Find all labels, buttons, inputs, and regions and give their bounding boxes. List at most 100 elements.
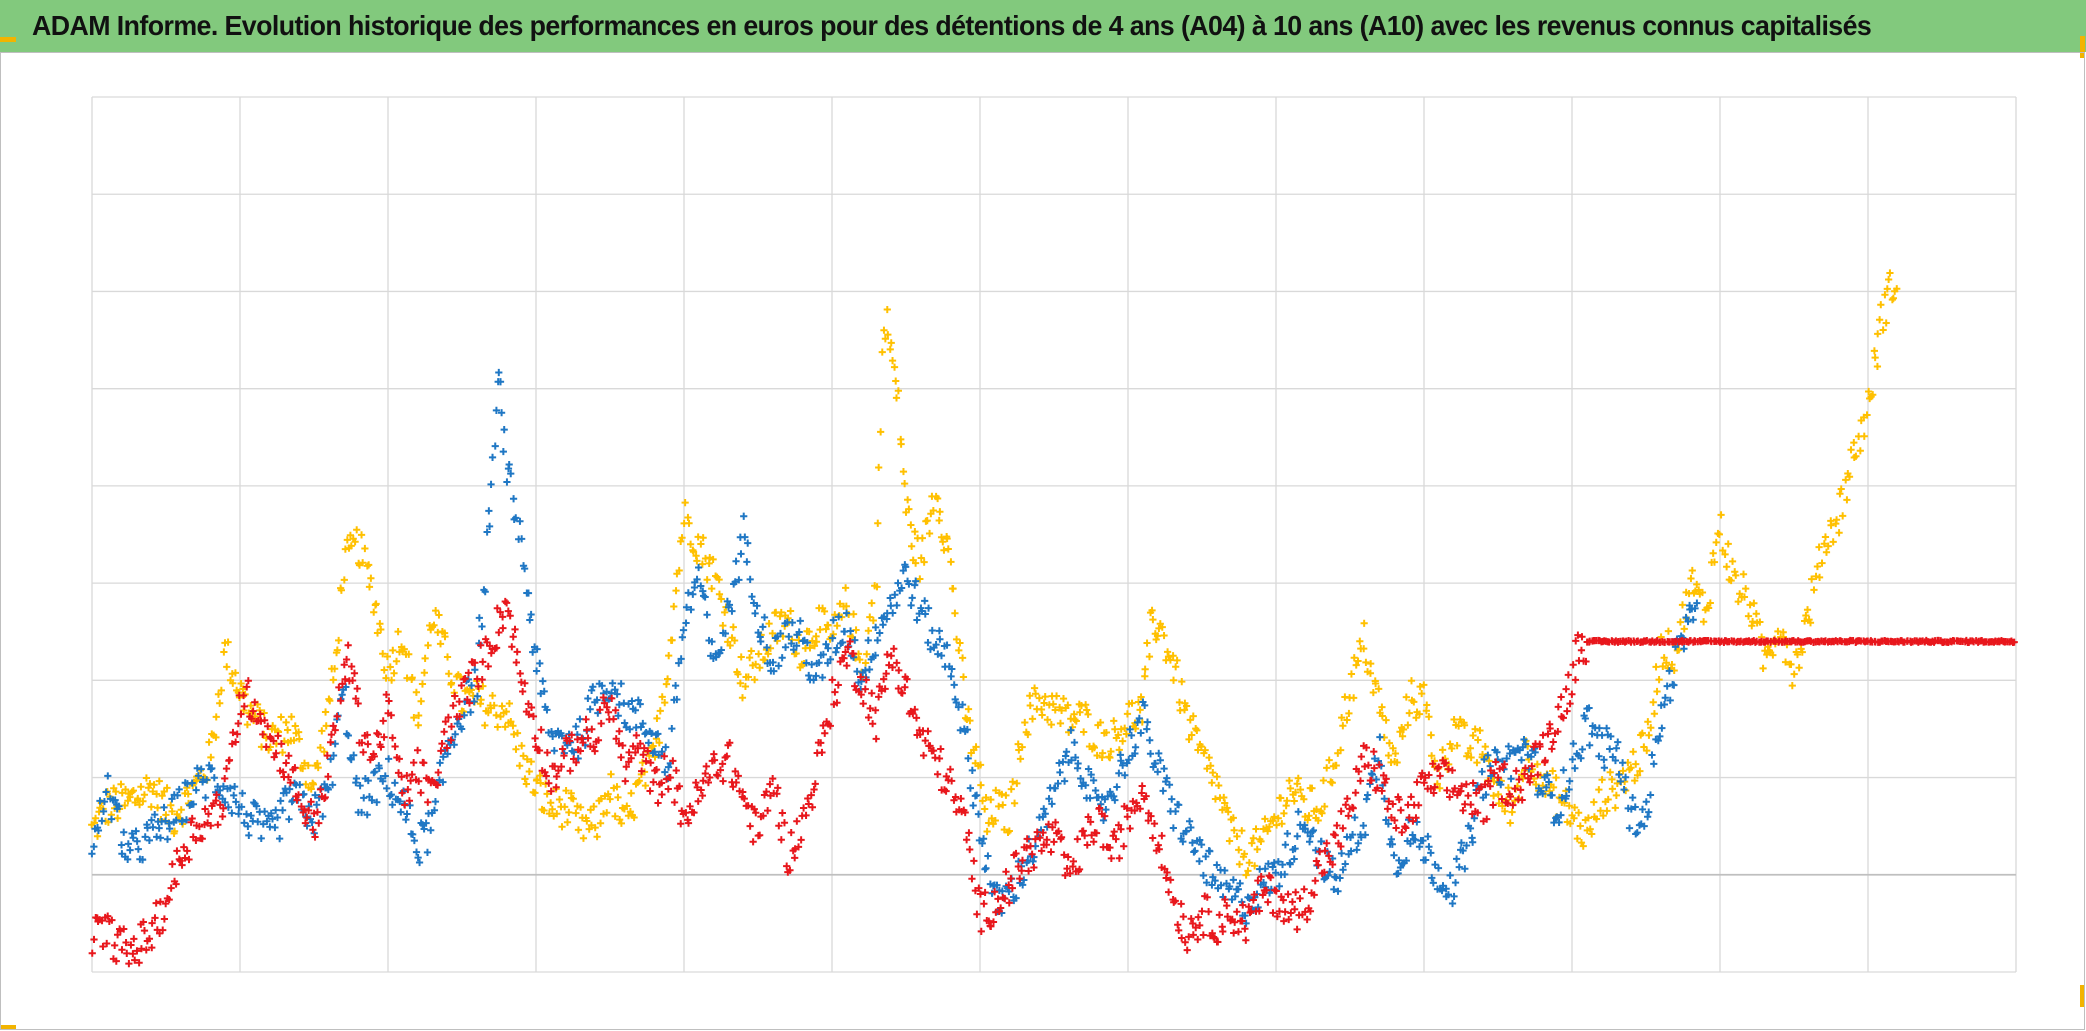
data-point xyxy=(1827,521,1835,529)
data-point xyxy=(212,791,221,799)
data-point xyxy=(444,713,452,722)
data-point xyxy=(935,516,943,525)
data-point xyxy=(149,787,157,796)
data-point xyxy=(576,747,585,755)
data-point xyxy=(664,785,672,793)
data-point xyxy=(738,694,747,702)
data-point xyxy=(1385,797,1393,805)
data-point xyxy=(1563,707,1571,715)
data-point xyxy=(1055,759,1063,767)
data-point xyxy=(147,816,156,824)
data-point xyxy=(951,793,960,801)
data-point xyxy=(1633,771,1642,779)
data-point xyxy=(1190,848,1198,856)
data-point xyxy=(1250,890,1258,899)
data-point xyxy=(1032,690,1040,698)
data-point xyxy=(400,645,408,653)
data-point xyxy=(125,960,133,968)
data-point xyxy=(1067,756,1076,764)
data-point xyxy=(957,794,965,803)
data-point xyxy=(731,767,739,775)
data-point xyxy=(1300,795,1308,803)
data-point xyxy=(929,506,937,515)
data-point xyxy=(1466,824,1475,833)
data-point xyxy=(952,635,961,643)
data-point xyxy=(1106,788,1114,796)
data-point xyxy=(508,643,516,651)
data-point xyxy=(285,752,293,760)
data-point xyxy=(557,763,565,771)
data-point xyxy=(698,560,706,568)
data-point xyxy=(835,613,843,621)
data-point xyxy=(590,743,598,751)
data-point xyxy=(374,730,382,739)
data-point xyxy=(1165,888,1173,896)
data-point xyxy=(625,758,633,766)
corner-handle-bottom-left[interactable] xyxy=(0,1025,16,1030)
data-point xyxy=(1074,759,1082,768)
data-point xyxy=(1155,845,1163,853)
data-point xyxy=(1612,791,1620,799)
data-point xyxy=(639,719,647,728)
data-point xyxy=(685,519,693,527)
data-point xyxy=(1351,789,1360,797)
data-point xyxy=(1267,873,1275,882)
data-point xyxy=(340,661,348,669)
data-point xyxy=(697,582,705,590)
data-point xyxy=(582,715,590,723)
data-point xyxy=(1117,757,1125,765)
data-point xyxy=(668,724,676,733)
data-point xyxy=(112,957,120,965)
data-point xyxy=(344,641,352,649)
data-point xyxy=(372,600,380,608)
corner-handle-top-right[interactable] xyxy=(2080,36,2085,58)
data-point xyxy=(1141,672,1149,680)
data-point xyxy=(1719,546,1727,555)
data-point xyxy=(714,772,722,780)
data-point xyxy=(623,802,631,810)
data-point xyxy=(719,622,727,630)
data-point xyxy=(934,494,942,503)
data-point xyxy=(505,460,513,469)
data-point xyxy=(1037,847,1046,855)
data-point xyxy=(134,845,142,853)
data-point xyxy=(1238,917,1246,925)
data-point xyxy=(815,659,823,667)
data-point xyxy=(357,531,366,539)
data-point xyxy=(1127,731,1136,739)
data-point xyxy=(504,607,512,615)
data-point xyxy=(679,626,688,634)
data-point xyxy=(1296,785,1305,794)
data-point xyxy=(677,655,685,663)
data-point xyxy=(456,712,464,721)
data-point xyxy=(1311,877,1319,885)
data-point xyxy=(629,742,637,750)
data-point xyxy=(577,803,585,811)
data-point xyxy=(1815,573,1824,581)
data-point xyxy=(1415,710,1424,718)
data-point xyxy=(665,652,673,660)
data-point xyxy=(137,783,145,791)
data-point xyxy=(1314,861,1322,869)
data-point xyxy=(1323,839,1331,847)
data-point xyxy=(1215,911,1224,919)
data-point xyxy=(937,745,945,753)
data-point xyxy=(1179,838,1187,846)
corner-handle-top-left[interactable] xyxy=(0,37,16,42)
data-point xyxy=(239,691,248,700)
data-point xyxy=(553,810,561,818)
data-point xyxy=(1506,792,1515,801)
data-point xyxy=(1262,886,1271,894)
data-point xyxy=(1141,665,1149,673)
data-point xyxy=(1186,716,1194,724)
data-point xyxy=(457,681,466,690)
data-point xyxy=(819,650,827,659)
data-point xyxy=(1177,900,1185,908)
data-point xyxy=(1342,801,1350,809)
data-point xyxy=(1744,612,1753,620)
data-point xyxy=(898,584,906,592)
corner-handle-bottom-right[interactable] xyxy=(2080,985,2085,1007)
data-point xyxy=(1264,860,1272,868)
data-point xyxy=(1808,575,1816,583)
data-point xyxy=(313,801,321,809)
